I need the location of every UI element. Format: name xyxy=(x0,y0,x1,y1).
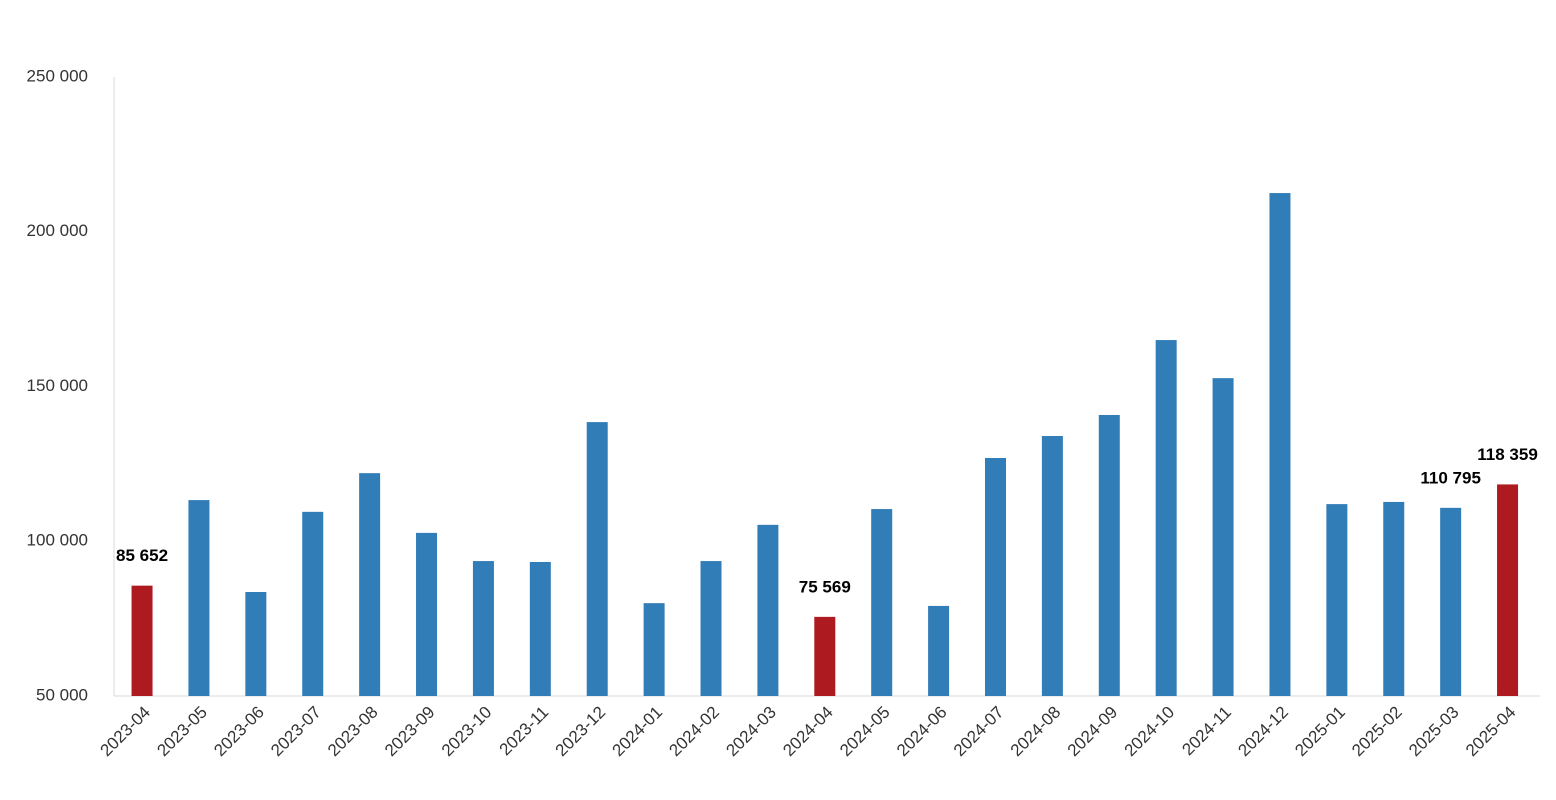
bar xyxy=(472,561,494,696)
x-tick-label: 2024-12 xyxy=(1234,703,1292,761)
value-label: 85 652 xyxy=(116,546,168,565)
x-tick-label: 2025-04 xyxy=(1462,703,1520,761)
bar xyxy=(1326,504,1348,696)
x-tick-label: 2023-06 xyxy=(210,703,268,761)
bar xyxy=(700,561,722,696)
bar xyxy=(814,616,836,696)
bar xyxy=(586,422,608,696)
x-tick-label: 2024-02 xyxy=(665,703,723,761)
value-label: 75 569 xyxy=(799,577,851,596)
bar xyxy=(928,605,950,696)
y-tick-label: 200 000 xyxy=(27,221,88,240)
bar xyxy=(529,561,551,696)
bar xyxy=(1155,340,1177,696)
x-tick-label: 2023-04 xyxy=(96,703,154,761)
x-tick-label: 2024-08 xyxy=(1007,703,1065,761)
x-tick-label: 2025-03 xyxy=(1405,703,1463,761)
x-tick-label: 2024-01 xyxy=(609,703,667,761)
x-tick-label: 2024-07 xyxy=(950,703,1008,761)
bar xyxy=(416,532,438,696)
x-tick-label: 2024-05 xyxy=(836,703,894,761)
bar xyxy=(1383,501,1405,696)
bar xyxy=(984,457,1006,696)
x-tick-label: 2023-10 xyxy=(438,703,496,761)
bar xyxy=(359,473,381,696)
x-tick-label: 2023-09 xyxy=(381,703,439,761)
bar xyxy=(1440,507,1462,696)
bar xyxy=(871,509,893,696)
x-tick-label: 2024-03 xyxy=(722,703,780,761)
bar xyxy=(245,592,267,696)
x-tick-label: 2025-01 xyxy=(1291,703,1349,761)
value-label: 118 359 xyxy=(1477,445,1538,464)
x-tick-label: 2024-11 xyxy=(1178,703,1235,760)
bar xyxy=(1041,436,1063,696)
x-tick-label: 2023-07 xyxy=(267,703,325,761)
y-tick-label: 150 000 xyxy=(27,376,88,395)
x-tick-label: 2023-08 xyxy=(324,703,382,761)
bar xyxy=(1212,378,1234,696)
bar xyxy=(1497,484,1519,696)
value-label: 110 795 xyxy=(1420,468,1481,487)
x-tick-label: 2023-12 xyxy=(552,703,610,761)
bar xyxy=(302,511,324,696)
x-tick-label: 2023-05 xyxy=(153,703,211,761)
x-tick-label: 2024-10 xyxy=(1121,703,1179,761)
y-tick-label: 250 000 xyxy=(27,66,88,85)
y-tick-label: 100 000 xyxy=(27,531,88,550)
x-tick-label: 2024-04 xyxy=(779,703,837,761)
bar xyxy=(757,524,779,696)
x-tick-label: 2024-09 xyxy=(1064,703,1122,761)
y-tick-label: 50 000 xyxy=(36,685,88,704)
bar xyxy=(643,603,665,696)
bar xyxy=(131,585,153,696)
bar xyxy=(1269,193,1291,696)
x-tick-label: 2023-11 xyxy=(496,703,553,760)
bar xyxy=(188,500,210,696)
bar xyxy=(1098,414,1120,696)
x-tick-label: 2024-06 xyxy=(893,703,951,761)
x-tick-label: 2025-02 xyxy=(1348,703,1406,761)
